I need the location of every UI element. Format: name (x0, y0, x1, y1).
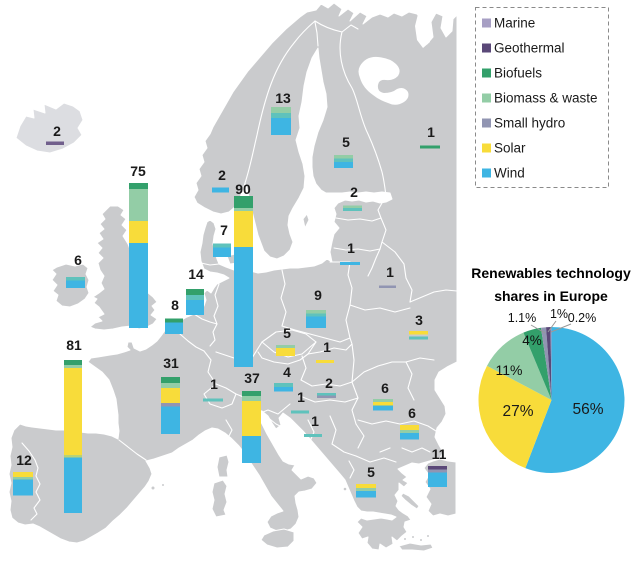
svg-text:1: 1 (386, 264, 394, 280)
svg-text:Geothermal: Geothermal (494, 41, 565, 56)
svg-text:5: 5 (283, 325, 291, 341)
svg-text:31: 31 (163, 355, 179, 371)
svg-text:9: 9 (314, 287, 322, 303)
svg-text:Small hydro: Small hydro (494, 116, 565, 131)
svg-text:2: 2 (350, 184, 358, 200)
svg-text:6: 6 (74, 252, 82, 268)
svg-text:11%: 11% (496, 362, 523, 378)
svg-text:Marine: Marine (494, 16, 535, 31)
svg-text:37: 37 (244, 370, 260, 386)
svg-text:5: 5 (342, 134, 350, 150)
svg-text:3: 3 (415, 312, 423, 328)
svg-text:0.2%: 0.2% (568, 311, 597, 325)
svg-text:Wind: Wind (494, 166, 525, 181)
svg-text:8: 8 (171, 297, 179, 313)
svg-text:2: 2 (53, 123, 61, 139)
svg-text:2: 2 (218, 167, 226, 183)
svg-text:1: 1 (427, 124, 435, 140)
svg-text:1.1%: 1.1% (508, 311, 537, 325)
svg-text:6: 6 (408, 405, 416, 421)
svg-text:1: 1 (323, 339, 331, 355)
svg-text:1%: 1% (550, 307, 568, 321)
svg-text:1: 1 (297, 389, 305, 405)
svg-text:75: 75 (130, 163, 146, 179)
svg-text:12: 12 (16, 452, 32, 468)
svg-text:shares in Europe: shares in Europe (494, 288, 608, 304)
svg-text:56%: 56% (572, 401, 603, 418)
svg-text:Renewables technology: Renewables technology (471, 265, 631, 281)
svg-text:4%: 4% (522, 333, 542, 348)
svg-text:5: 5 (367, 464, 375, 480)
svg-text:81: 81 (66, 337, 82, 353)
svg-text:11: 11 (432, 446, 447, 462)
svg-text:6: 6 (381, 380, 389, 396)
svg-text:Biomass & waste: Biomass & waste (494, 91, 598, 106)
svg-text:13: 13 (275, 90, 291, 106)
svg-text:1: 1 (210, 376, 218, 392)
svg-text:1: 1 (311, 413, 319, 429)
svg-text:27%: 27% (502, 403, 533, 420)
svg-text:90: 90 (235, 181, 251, 197)
svg-text:7: 7 (220, 222, 228, 238)
svg-text:4: 4 (283, 364, 291, 380)
svg-text:2: 2 (325, 375, 333, 391)
svg-text:Solar: Solar (494, 141, 526, 156)
svg-text:1: 1 (347, 240, 355, 256)
svg-text:14: 14 (188, 266, 204, 282)
svg-text:Biofuels: Biofuels (494, 66, 542, 81)
